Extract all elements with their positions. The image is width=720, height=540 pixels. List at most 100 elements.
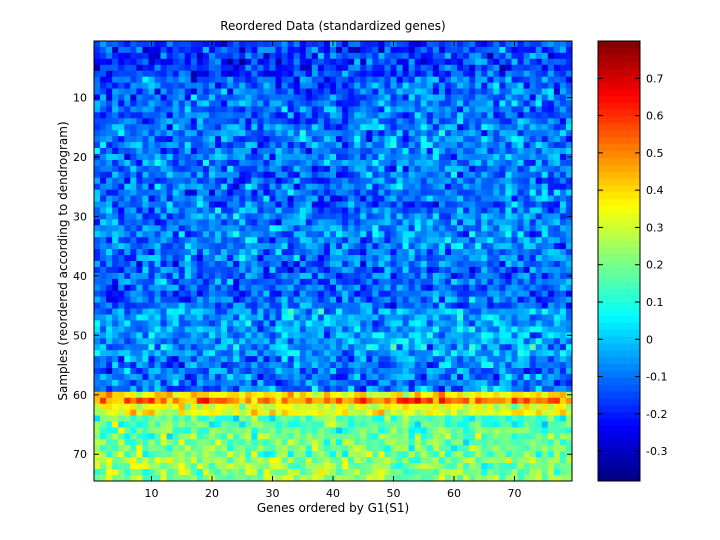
- heat-cell: [269, 94, 276, 101]
- heat-cell: [136, 379, 143, 387]
- heat-cell: [559, 237, 567, 244]
- heat-cell: [360, 46, 367, 54]
- heat-cell: [547, 64, 555, 72]
- heat-cell: [239, 302, 246, 309]
- heat-cell: [106, 326, 113, 333]
- heat-cell: [523, 136, 531, 143]
- heat-cell: [154, 415, 161, 422]
- heat-cell: [299, 124, 307, 131]
- heat-cell: [106, 165, 113, 173]
- heat-cell: [414, 237, 422, 244]
- heat-cell: [426, 391, 434, 399]
- heat-cell: [366, 344, 373, 351]
- heat-cell: [553, 403, 561, 411]
- heat-cell: [342, 284, 349, 292]
- heat-cell: [426, 213, 434, 220]
- heat-cell: [553, 201, 561, 208]
- heat-cell: [487, 332, 494, 339]
- heat-cell: [457, 46, 464, 54]
- heat-cell: [305, 249, 313, 256]
- heat-cell: [372, 219, 379, 226]
- heat-cell: [293, 385, 301, 393]
- heat-cell: [178, 314, 186, 321]
- heat-cell: [450, 177, 458, 185]
- heat-cell: [384, 46, 391, 54]
- heat-cell: [142, 46, 149, 54]
- heat-cell: [323, 272, 331, 280]
- heat-cell: [457, 243, 464, 250]
- heat-cell: [311, 397, 319, 405]
- heat-cell: [475, 326, 482, 333]
- heat-cell: [390, 290, 397, 298]
- heat-cell: [475, 82, 482, 89]
- heat-cell: [457, 94, 464, 101]
- heat-cell: [396, 100, 403, 107]
- heat-cell: [233, 350, 240, 357]
- heat-cell: [208, 207, 216, 214]
- heat-cell: [475, 314, 482, 321]
- heat-cell: [148, 231, 155, 238]
- heat-cell: [245, 403, 252, 411]
- heat-cell: [323, 397, 331, 405]
- heat-cell: [505, 296, 512, 304]
- heat-cell: [251, 368, 258, 375]
- heat-cell: [529, 165, 537, 173]
- heat-cell: [475, 130, 482, 137]
- heat-cell: [221, 52, 228, 60]
- heat-cell: [136, 219, 143, 226]
- heat-cell: [112, 159, 119, 167]
- heat-cell: [384, 124, 391, 131]
- heat-cell: [263, 195, 270, 202]
- heat-cell: [565, 302, 573, 309]
- heat-cell: [360, 52, 367, 60]
- heat-cell: [378, 195, 385, 202]
- heat-cell: [190, 41, 198, 48]
- heat-cell: [565, 171, 573, 179]
- heat-cell: [118, 391, 125, 399]
- heat-cell: [269, 302, 276, 309]
- heat-cell: [378, 261, 385, 268]
- heat-cell: [420, 272, 428, 280]
- heat-cell: [311, 249, 319, 256]
- heat-cell: [541, 195, 549, 202]
- heat-cell: [221, 231, 228, 238]
- heat-cell: [293, 231, 301, 238]
- heat-cell: [287, 296, 295, 304]
- heat-cell: [342, 70, 349, 78]
- heat-cell: [323, 159, 331, 167]
- heat-cell: [227, 290, 234, 298]
- heat-cell: [178, 46, 186, 54]
- heat-cell: [396, 261, 403, 268]
- heat-cell: [287, 338, 295, 345]
- heat-cell: [112, 261, 119, 268]
- heat-cell: [100, 255, 107, 262]
- heat-cell: [227, 201, 234, 208]
- heat-cell: [166, 153, 174, 161]
- heat-cell: [269, 391, 276, 399]
- heat-cell: [414, 290, 422, 298]
- heat-cell: [481, 255, 488, 262]
- heat-cell: [112, 368, 119, 375]
- heat-cell: [342, 362, 349, 369]
- heat-cell: [396, 76, 403, 84]
- heat-cell: [100, 46, 107, 54]
- heat-cell: [511, 296, 518, 304]
- heat-cell: [100, 100, 107, 107]
- heat-cell: [124, 153, 131, 161]
- heat-cell: [269, 243, 276, 250]
- heat-cell: [444, 272, 452, 280]
- heat-cell: [172, 255, 180, 262]
- heat-cell: [499, 266, 506, 274]
- heat-cell: [517, 201, 524, 208]
- heat-cell: [450, 320, 458, 327]
- heat-cell: [202, 100, 210, 107]
- heat-cell: [493, 94, 500, 101]
- heat-cell: [166, 165, 174, 173]
- heat-cell: [112, 356, 119, 363]
- heat-cell: [360, 219, 367, 226]
- heat-cell: [287, 189, 295, 196]
- heat-cell: [202, 52, 210, 60]
- heat-cell: [148, 100, 155, 107]
- heat-cell: [136, 225, 143, 232]
- heat-cell: [396, 177, 403, 185]
